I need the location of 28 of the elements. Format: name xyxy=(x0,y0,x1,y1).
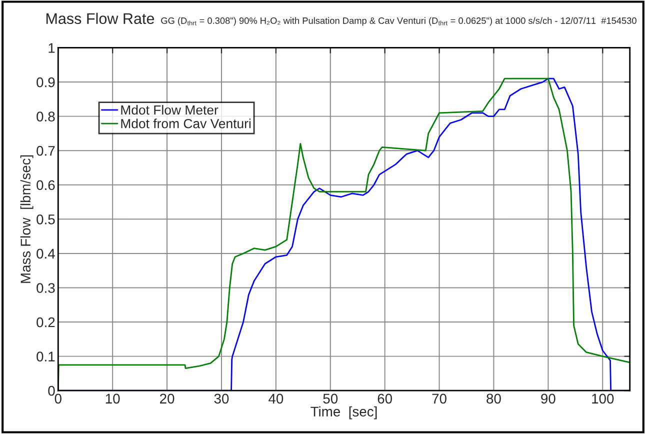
legend-label: Mdot Flow Meter xyxy=(121,104,218,115)
chart-subtitle: GG (D$_{thrt}$ = 0.308") 90% H₂O₂ with Pulsation Damp & Cav Venturi (D$_{thrt}$ = 0.0625") at 1000 s/s/ch - 12/07/11 #154530 xyxy=(161,17,636,26)
y-tick-label: 0 xyxy=(48,386,55,396)
chart-title: Mass Flow Rate xyxy=(46,12,154,24)
y-axis-title: Mass Flow [lbm/sec] xyxy=(20,155,34,283)
y-tick-label: 0.6 xyxy=(36,180,55,190)
y-tick-label: 0.5 xyxy=(36,214,55,224)
x-tick-label: 40 xyxy=(268,394,284,404)
y-tick-label: 0.7 xyxy=(36,146,55,156)
y-tick-label: 0.1 xyxy=(36,352,55,362)
x-tick-label: 70 xyxy=(432,394,446,404)
x-tick-label: 60 xyxy=(378,394,392,404)
x-tick-label: 20 xyxy=(160,394,174,404)
x-tick-label: 30 xyxy=(214,394,229,404)
y-tick-label: 0.3 xyxy=(36,283,55,293)
x-tick-label: 90 xyxy=(541,394,556,404)
legend-label: Mdot from Cav Venturi xyxy=(121,118,251,128)
x-axis-title: Time [sec] xyxy=(310,406,377,420)
x-tick-label: 100 xyxy=(592,394,614,404)
x-tick-label: 50 xyxy=(323,394,338,404)
x-tick-label: 10 xyxy=(106,394,120,404)
y-tick-label: 0.9 xyxy=(36,77,55,88)
x-tick-label: 80 xyxy=(486,394,501,404)
y-tick-label: 0.2 xyxy=(36,317,55,328)
y-tick-label: 0.4 xyxy=(36,248,55,259)
y-tick-label: 1 xyxy=(48,43,55,53)
y-tick-label: 0.8 xyxy=(36,112,55,122)
x-tick-label: 0 xyxy=(54,394,62,404)
